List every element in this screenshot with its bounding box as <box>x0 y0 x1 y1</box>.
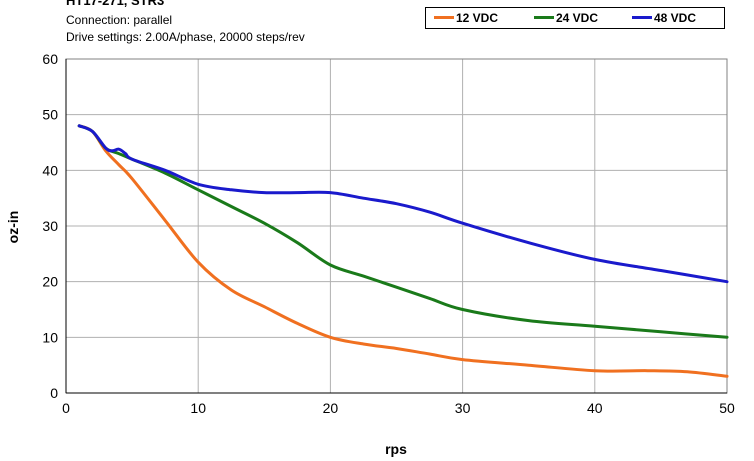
x-tick-label: 0 <box>62 400 70 416</box>
axes <box>65 58 728 394</box>
x-tick-label: 10 <box>190 400 206 416</box>
x-tick-label: 30 <box>455 400 471 416</box>
legend-label-12vdc: 12 VDC <box>456 11 499 25</box>
series-line-48-vdc <box>77 124 729 284</box>
legend-swatch-24vdc <box>534 16 554 20</box>
legend-item-12vdc: 12 VDC <box>434 11 498 25</box>
legend-item-24vdc: 24 VDC <box>534 11 598 25</box>
y-tick-label: 30 <box>42 218 58 234</box>
y-tick-label: 20 <box>42 274 58 290</box>
x-axis-label: rps <box>385 441 407 457</box>
y-axis-label: oz-in <box>5 211 21 244</box>
series-line-12-vdc <box>77 124 729 378</box>
legend-label-24vdc: 24 VDC <box>556 11 599 25</box>
y-tick-label: 50 <box>42 107 58 123</box>
legend-swatch-12vdc <box>434 16 454 20</box>
legend-label-48vdc: 48 VDC <box>654 11 697 25</box>
grid-lines <box>65 58 728 394</box>
y-tick-label: 10 <box>42 329 58 345</box>
series-line-24-vdc <box>77 124 729 339</box>
x-tick-label: 50 <box>719 400 735 416</box>
legend-swatch-48vdc <box>632 16 652 20</box>
x-tick-label: 40 <box>587 400 603 416</box>
y-tick-label: 60 <box>42 51 58 67</box>
y-tick-label: 0 <box>50 385 58 401</box>
legend-item-48vdc: 48 VDC <box>632 11 696 25</box>
tick-labels: 0 10 20 30 40 50 0 10 20 30 40 50 60 <box>42 51 735 416</box>
connection-subtitle: Connection: parallel <box>66 13 173 27</box>
x-tick-label: 20 <box>323 400 339 416</box>
chart-title: HT17-271, STR3 <box>66 0 165 8</box>
y-tick-label: 40 <box>42 162 58 178</box>
chart-legend: 12 VDC 24 VDC 48 VDC <box>425 7 725 29</box>
series-lines <box>77 124 729 378</box>
drive-settings-subtitle: Drive settings: 2.00A/phase, 20000 steps… <box>66 30 305 44</box>
